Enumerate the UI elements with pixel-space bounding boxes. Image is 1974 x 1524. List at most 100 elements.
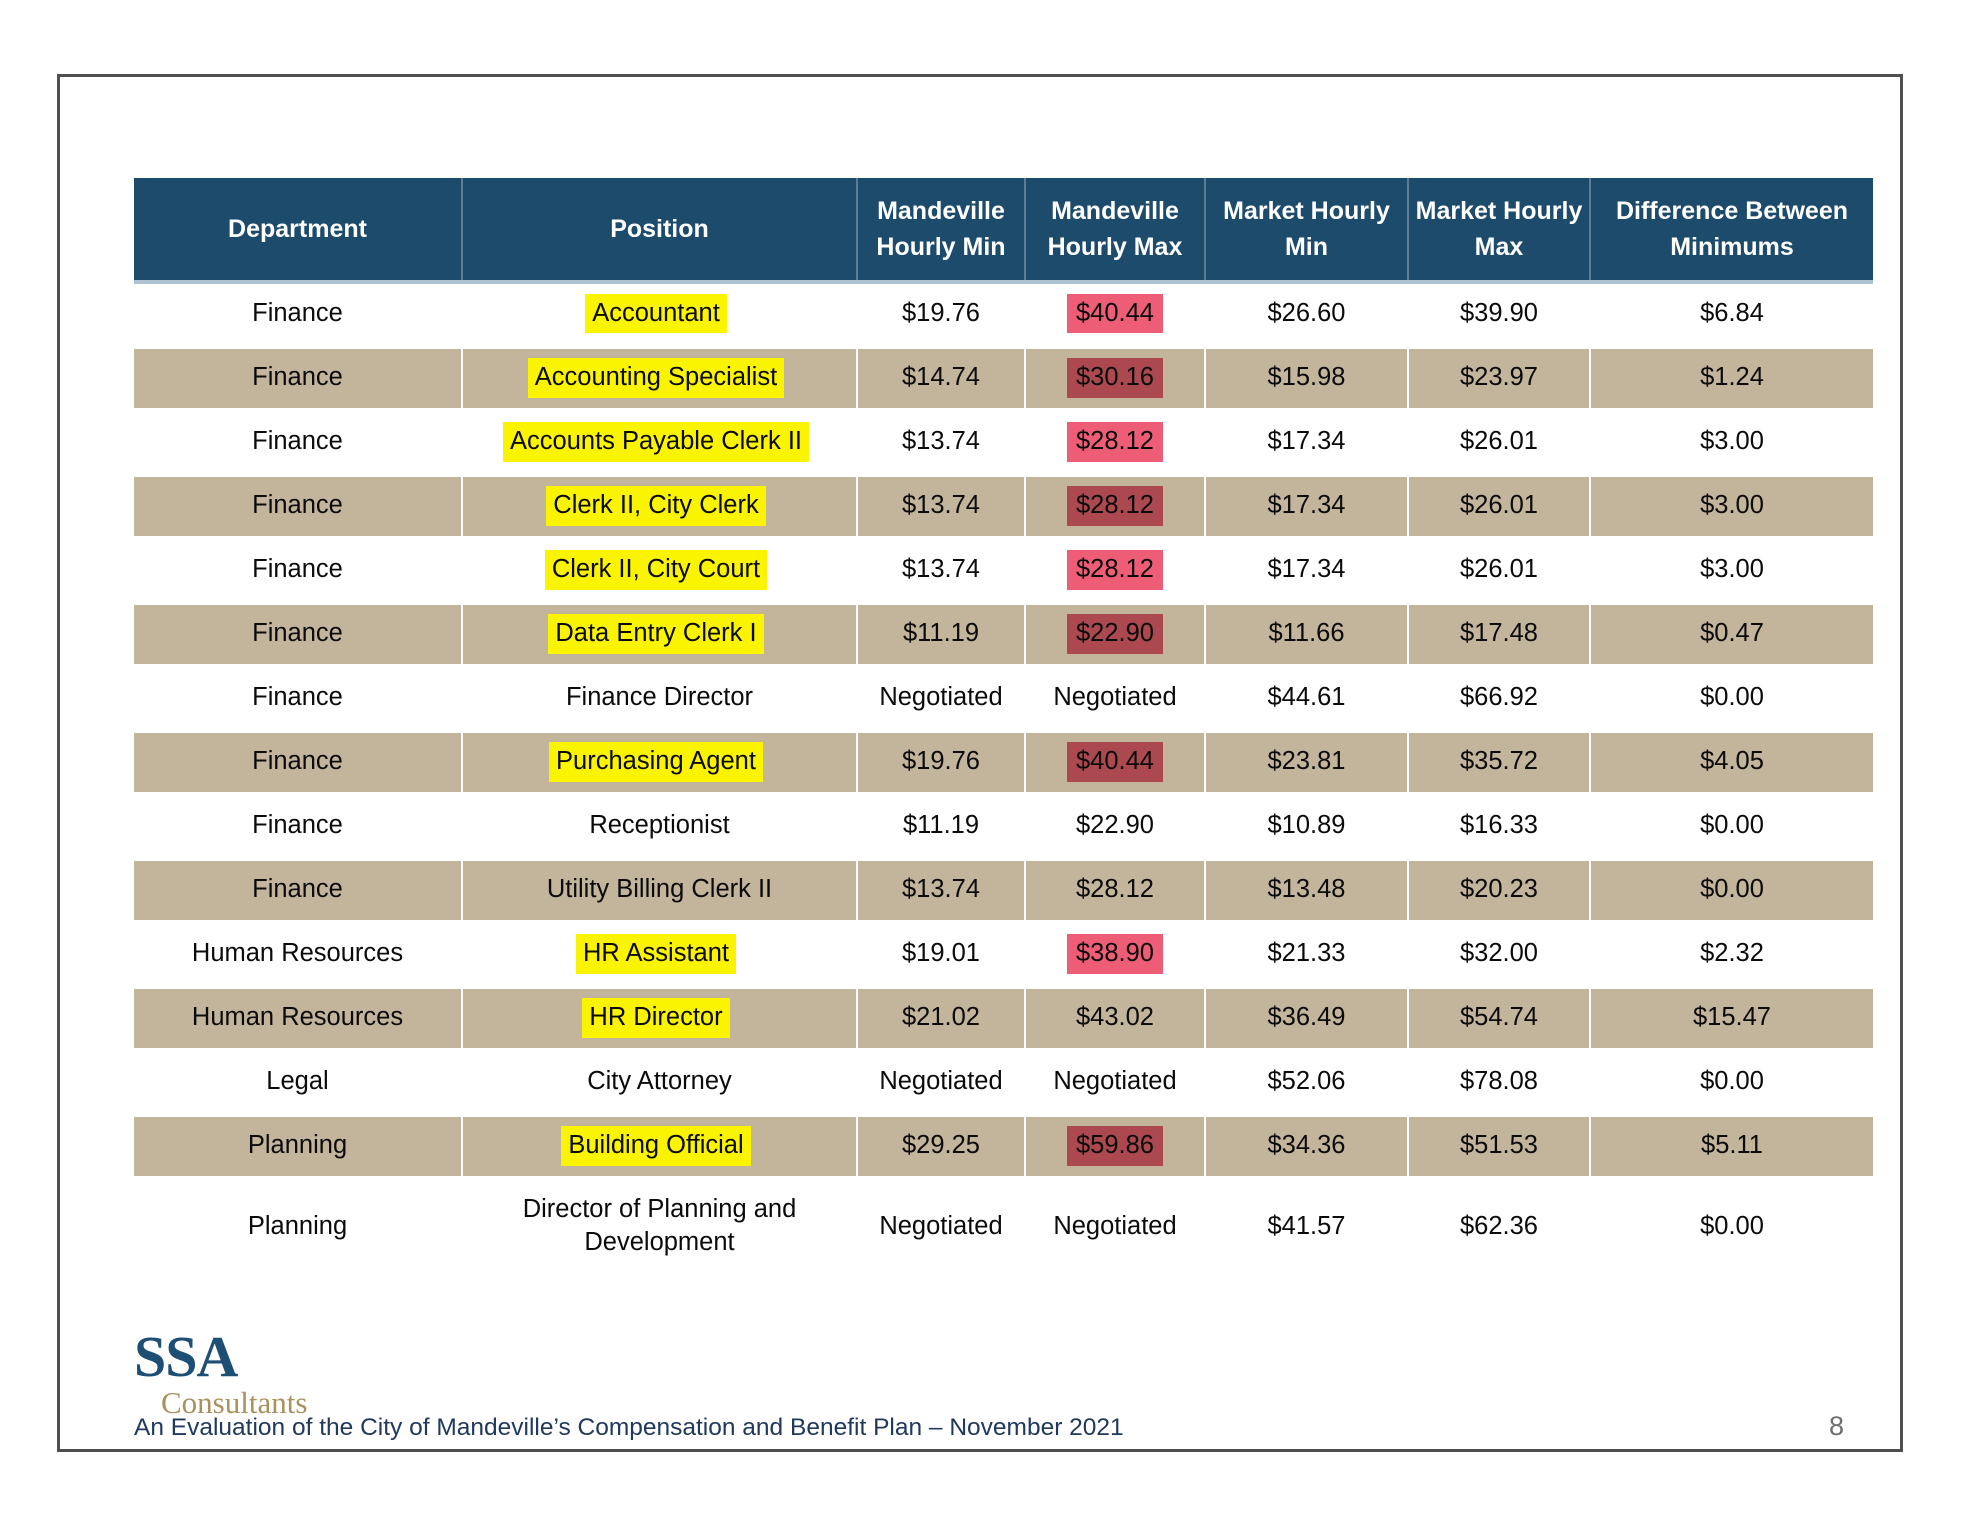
department-cell: Finance bbox=[134, 474, 462, 541]
table-row: Finance Utility Billing Clerk II $13.74 … bbox=[134, 858, 1873, 925]
position-text: Accountant bbox=[585, 294, 727, 334]
mandeville-hourly-min-cell: $19.76 bbox=[856, 730, 1025, 797]
mandeville-hourly-max-cell: $30.16 bbox=[1024, 346, 1205, 413]
position-text: HR Assistant bbox=[576, 934, 736, 974]
column-header: Mandeville Hourly Max bbox=[1024, 178, 1205, 284]
position-text: Accounts Payable Clerk II bbox=[503, 422, 809, 462]
mandeville-hourly-max-text: $22.90 bbox=[1067, 614, 1163, 654]
table-row: Finance Accountant $19.76 $40.44 $26.60 … bbox=[134, 282, 1873, 349]
table-row: Finance Accounting Specialist $14.74 $30… bbox=[134, 346, 1873, 413]
position-text: Purchasing Agent bbox=[549, 742, 763, 782]
market-hourly-max-cell: $17.48 bbox=[1407, 602, 1590, 669]
mandeville-hourly-max-text: $28.12 bbox=[1067, 486, 1163, 526]
difference-cell: $15.47 bbox=[1589, 986, 1873, 1053]
market-hourly-min-cell: $36.49 bbox=[1204, 986, 1408, 1053]
position-text: Accounting Specialist bbox=[527, 358, 785, 398]
department-cell: Planning bbox=[247, 1211, 348, 1240]
mandeville-hourly-min-cell: $21.02 bbox=[856, 986, 1025, 1053]
table-row: Finance Finance Director Negotiated Nego… bbox=[134, 666, 1873, 733]
table-row: Finance Accounts Payable Clerk II $13.74… bbox=[134, 410, 1873, 477]
department-cell: Finance bbox=[134, 282, 462, 349]
mandeville-hourly-min-cell: $13.74 bbox=[856, 538, 1025, 605]
department-cell: Finance bbox=[134, 666, 462, 733]
mandeville-hourly-max-cell: Negotiated bbox=[1024, 1178, 1205, 1272]
market-hourly-min-cell: $10.89 bbox=[1204, 794, 1408, 861]
table-row: Finance Data Entry Clerk I $11.19 $22.90… bbox=[134, 602, 1873, 669]
mandeville-hourly-max-text: $28.12 bbox=[1067, 422, 1163, 462]
table-header: Department Position Mandeville Hourly Min M… bbox=[134, 178, 1873, 284]
table-row: Finance Clerk II, City Court $13.74 $28.… bbox=[134, 538, 1873, 605]
mandeville-hourly-max-text: $22.90 bbox=[1076, 811, 1154, 840]
mandeville-hourly-min-cell: $13.74 bbox=[856, 858, 1025, 925]
position-cell: Finance Director bbox=[461, 666, 857, 733]
footer: An Evaluation of the City of Mandeville’… bbox=[134, 1411, 1866, 1442]
difference-cell: $3.00 bbox=[1589, 410, 1873, 477]
position-text: Building Official bbox=[561, 1126, 751, 1166]
market-hourly-max-cell: $32.00 bbox=[1407, 922, 1590, 989]
position-cell: Director of Planning and Development bbox=[461, 1178, 857, 1272]
department-cell: Human Resources bbox=[134, 922, 462, 989]
table-row: Legal City Attorney Negotiated Negotiate… bbox=[134, 1050, 1873, 1117]
difference-cell: $3.00 bbox=[1589, 538, 1873, 605]
position-cell: Purchasing Agent bbox=[461, 730, 857, 797]
market-hourly-max-cell: $26.01 bbox=[1407, 538, 1590, 605]
position-cell: Clerk II, City Clerk bbox=[461, 474, 857, 541]
position-cell: Utility Billing Clerk II bbox=[461, 858, 857, 925]
difference-cell: $0.00 bbox=[1589, 794, 1873, 861]
department-cell: Finance bbox=[134, 794, 462, 861]
department-cell: Planning bbox=[134, 1114, 462, 1181]
mandeville-hourly-min-cell: $11.19 bbox=[856, 794, 1025, 861]
mandeville-hourly-max-text: $40.44 bbox=[1067, 294, 1163, 334]
mandeville-hourly-max-text: $40.44 bbox=[1067, 742, 1163, 782]
market-hourly-min-cell: $15.98 bbox=[1204, 346, 1408, 413]
mandeville-hourly-max-cell: $28.12 bbox=[1024, 858, 1205, 925]
mandeville-hourly-max-text: $38.90 bbox=[1067, 934, 1163, 974]
department-cell: Finance bbox=[134, 410, 462, 477]
market-hourly-min-cell: $17.34 bbox=[1204, 410, 1408, 477]
market-hourly-max-cell: $26.01 bbox=[1407, 410, 1590, 477]
market-hourly-min-cell: $34.36 bbox=[1204, 1114, 1408, 1181]
mandeville-hourly-min-cell: $29.25 bbox=[856, 1114, 1025, 1181]
mandeville-hourly-max-text: Negotiated bbox=[1053, 683, 1177, 712]
difference-cell: $0.00 bbox=[1589, 858, 1873, 925]
table-row: Planning Building Official $29.25 $59.86… bbox=[134, 1114, 1873, 1181]
market-hourly-min-cell: $21.33 bbox=[1204, 922, 1408, 989]
market-hourly-max-cell: $54.74 bbox=[1407, 986, 1590, 1053]
difference-cell: $0.00 bbox=[1589, 1050, 1873, 1117]
table-header-row: Department Position Mandeville Hourly Min M… bbox=[134, 178, 1873, 284]
ssa-consultants-logo: SSA Consultants bbox=[134, 1327, 307, 1421]
market-hourly-max-cell: $23.97 bbox=[1407, 346, 1590, 413]
position-cell: Accounting Specialist bbox=[461, 346, 857, 413]
position-cell: Accountant bbox=[461, 282, 857, 349]
position-cell: Accounts Payable Clerk II bbox=[461, 410, 857, 477]
mandeville-hourly-max-cell: $59.86 bbox=[1024, 1114, 1205, 1181]
market-hourly-max-cell: $66.92 bbox=[1407, 666, 1590, 733]
mandeville-hourly-min-cell: Negotiated bbox=[856, 1050, 1025, 1117]
position-text: Finance Director bbox=[565, 683, 754, 712]
position-cell: Building Official bbox=[461, 1114, 857, 1181]
department-cell: Finance bbox=[134, 602, 462, 669]
table-row: Planning Director of Planning and Develo… bbox=[134, 1178, 1873, 1272]
market-hourly-min-cell: $13.48 bbox=[1204, 858, 1408, 925]
mandeville-hourly-max-text: $28.12 bbox=[1076, 875, 1154, 904]
position-cell: HR Assistant bbox=[461, 922, 857, 989]
mandeville-hourly-max-cell: $38.90 bbox=[1024, 922, 1205, 989]
difference-cell: $4.05 bbox=[1589, 730, 1873, 797]
column-header: Position bbox=[461, 178, 857, 284]
mandeville-hourly-min-cell: $11.19 bbox=[856, 602, 1025, 669]
position-text: HR Director bbox=[582, 998, 730, 1038]
compensation-table: Department Position Mandeville Hourly Min M… bbox=[134, 178, 1873, 1272]
difference-cell: $6.84 bbox=[1589, 282, 1873, 349]
market-hourly-max-cell: $35.72 bbox=[1407, 730, 1590, 797]
position-text: Receptionist bbox=[589, 811, 730, 840]
market-hourly-min-cell: $17.34 bbox=[1204, 538, 1408, 605]
department-cell: Finance bbox=[134, 538, 462, 605]
position-cell: HR Director bbox=[461, 986, 857, 1053]
report-page: Department Position Mandeville Hourly Min M… bbox=[57, 74, 1903, 1452]
department-cell: Human Resources bbox=[134, 986, 462, 1053]
mandeville-hourly-max-cell: Negotiated bbox=[1024, 666, 1205, 733]
position-cell: City Attorney bbox=[461, 1050, 857, 1117]
department-cell: Legal bbox=[134, 1050, 462, 1117]
position-text: Clerk II, City Clerk bbox=[546, 486, 766, 526]
mandeville-hourly-max-cell: $22.90 bbox=[1024, 794, 1205, 861]
